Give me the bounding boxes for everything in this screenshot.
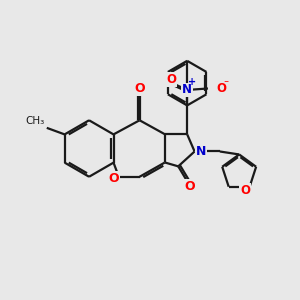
Text: CH₃: CH₃ bbox=[25, 116, 44, 126]
Text: +: + bbox=[188, 76, 196, 87]
Text: O: O bbox=[108, 172, 119, 185]
Text: O: O bbox=[216, 82, 226, 95]
Text: O: O bbox=[185, 180, 195, 193]
Text: N: N bbox=[196, 145, 206, 158]
Text: ⁻: ⁻ bbox=[224, 79, 229, 89]
Text: O: O bbox=[134, 82, 145, 95]
Text: O: O bbox=[167, 74, 176, 86]
Text: O: O bbox=[240, 184, 250, 197]
Text: N: N bbox=[182, 83, 192, 97]
